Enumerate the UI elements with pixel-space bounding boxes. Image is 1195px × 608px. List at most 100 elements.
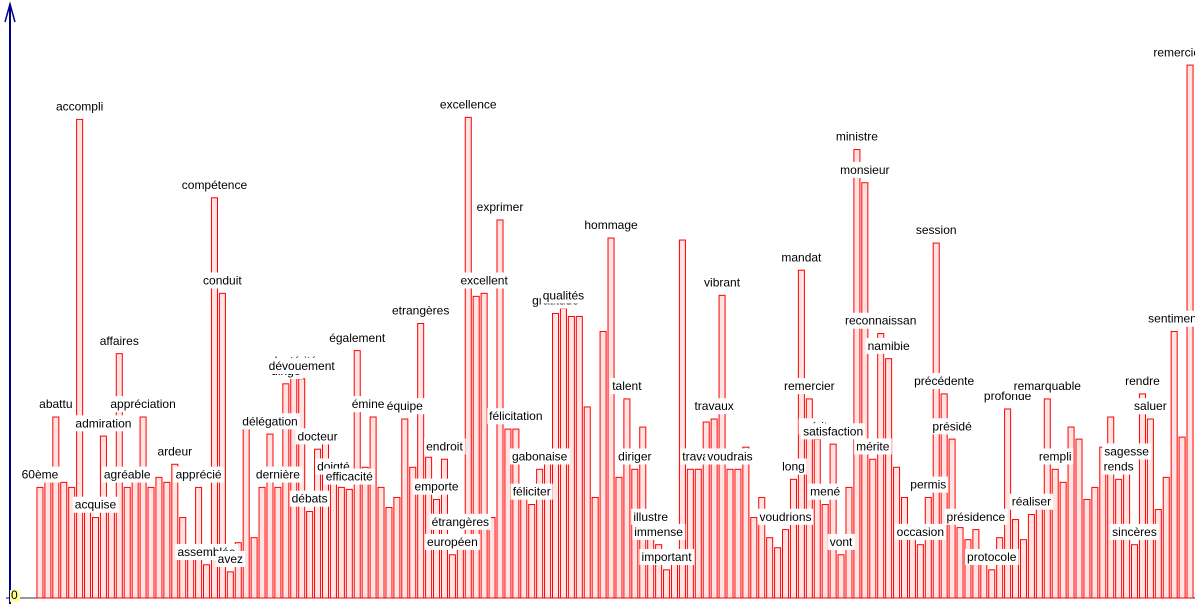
bar-label-bg [384,398,426,415]
bar [274,486,282,599]
bar-label-bg [412,478,461,495]
x-tick-label: travaux [694,399,733,413]
bar [837,554,845,599]
x-tick-label: endroit [426,439,463,453]
bar [766,537,774,599]
x-tick-label: excellence [440,98,497,112]
bar-label: accompli [53,98,106,115]
bar-label: agréable [101,466,153,483]
bar [1146,418,1154,599]
bar-label-bg [266,357,338,374]
bar-label-bg [908,476,949,493]
bar-label-bg [894,523,947,540]
bar-label-bg [179,176,250,193]
bar-label-bg [509,448,570,465]
bar-label-bg [289,490,330,507]
bar-label-bg [833,128,881,145]
bar-label-bg [458,272,511,289]
x-tick-label: réaliser [1012,495,1051,509]
bar-label-bg [389,302,452,319]
bar-label-bg [702,274,743,291]
bar-label: délégation [240,413,300,430]
bar [583,406,591,599]
bar [290,373,298,599]
bar-label-bg [327,329,388,346]
bar-label: endroit [424,438,466,455]
bar-label-bg [1146,310,1195,327]
bar [1162,476,1170,599]
x-tick-label: satisfaction [803,424,863,438]
bar-label: ardeur [155,443,195,460]
x-tick-label: important [642,550,693,564]
x-tick-label: débats [292,492,328,506]
bar-label: ministre [833,128,881,145]
bar-label-bg [429,513,492,530]
x-tick-label: voudrions [760,510,812,524]
bar-label: mérite [854,438,892,455]
bar [314,448,322,599]
bar-label-bg [779,249,825,266]
bar [1083,498,1091,599]
bar [1075,438,1083,599]
bar [1186,64,1194,599]
x-tick-label: abattu [39,397,72,411]
bar-label: remarquable [1011,378,1084,395]
x-tick-label: présidé [932,419,972,433]
bar [1051,468,1059,599]
bar-label: exprimer [474,199,526,216]
x-tick-label: présidence [947,510,1006,524]
bar [821,503,829,599]
bar-label-bg [487,408,545,425]
bar [385,507,393,599]
x-tick-label: vibrant [704,276,741,290]
bar [84,501,92,599]
bar [575,315,583,599]
bar-label: compétence [179,176,250,193]
bar-label: excellence [437,96,499,113]
x-tick-label: namibie [868,339,910,353]
bar-label: efficacité [323,468,376,485]
bar-label: voudrions [757,508,814,525]
x-tick-label: excellent [460,274,508,288]
bar-label: réaliser [1009,493,1054,510]
bar-label-bg [72,496,119,513]
bar [1027,514,1035,599]
x-tick-label: également [329,331,386,345]
x-tick-label: acquise [75,498,117,512]
bar [924,496,932,599]
x-tick-label: mené [810,485,840,499]
bar [750,517,758,599]
x-tick-label: gabonaise [512,449,568,463]
bar [369,416,377,599]
bar-label-bg [295,428,340,445]
bar [337,486,345,599]
bar-label-bg [854,438,892,455]
bar [1091,486,1099,599]
bar [242,424,250,599]
bar-label-bg [757,508,814,525]
bar [782,529,790,599]
bar [464,116,472,599]
bar [258,486,266,599]
bar-label: présidence [944,508,1008,525]
bar-label-bg [631,508,671,525]
bar-label: européen [425,533,480,550]
x-tick-label: remerciement [1153,45,1195,59]
bar-label-bg [582,217,641,234]
bar [1178,436,1186,599]
bar [964,539,972,599]
x-tick-label: délégation [242,414,297,428]
bar [1019,539,1027,599]
bar-label-bg [253,466,303,483]
bar-label-bg [73,415,134,432]
bar-label: remerciement [1151,44,1195,61]
bar-label-bg [1123,373,1163,390]
bar-label: 60ème [19,466,61,483]
x-tick-label: remarquable [1014,379,1082,393]
x-tick-label: dévouement [269,359,336,373]
x-tick-label: talent [612,379,642,393]
bar-label: précédente [912,373,977,390]
bar-label: sentiment [1146,310,1195,327]
bar [853,149,861,599]
bar [861,182,869,599]
